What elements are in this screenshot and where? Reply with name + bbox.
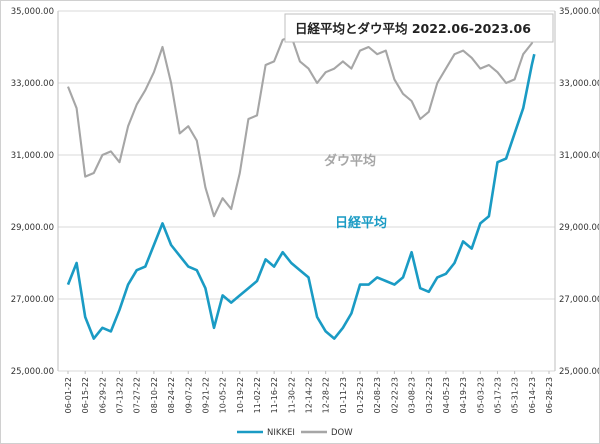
x-tick-label: 11-02-22	[253, 377, 262, 413]
legend-dow-label: DOW	[331, 428, 353, 438]
y-tick-label-left: 31,000.00	[11, 151, 54, 161]
x-tick-label: 06-01-22	[64, 377, 73, 413]
x-tick-label: 12-14-22	[305, 377, 314, 413]
nikkei-annotation: 日経平均	[335, 215, 387, 231]
x-tick-label: 11-16-22	[270, 377, 279, 413]
dow-annotation: ダウ平均	[324, 153, 376, 169]
legend: NIKKEI DOW	[237, 428, 353, 438]
chart-title: 日経平均とダウ平均 2022.06-2023.06	[295, 21, 531, 36]
y-tick-label-left: 33,000.00	[11, 79, 54, 89]
y-axis-left: 25,000.00 27,000.00 29,000.00 31,000.00 33,0…	[11, 7, 59, 377]
y-tick-label-right: 27,000.00	[559, 295, 599, 305]
x-tick-label: 08-10-22	[150, 377, 159, 413]
x-tick-label: 08-24-22	[167, 377, 176, 413]
series-line-nikkei	[66, 53, 536, 340]
x-tick-label: 05-03-23	[476, 377, 485, 413]
x-tick-label: 06-29-22	[98, 377, 107, 413]
y-tick-label-left: 35,000.00	[11, 7, 54, 17]
y-tick-label-right: 25,000.00	[559, 367, 599, 377]
y-axis-right: 25,000.00 27,000.00 29,000.00 31,000.00 33,0…	[554, 7, 599, 377]
y-tick-label-right: 33,000.00	[559, 79, 599, 89]
x-tick-label: 11-30-22	[287, 377, 296, 413]
grid-lines	[58, 10, 555, 372]
x-tick-label: 06-28-23	[545, 377, 554, 413]
y-tick-label-right: 29,000.00	[559, 223, 599, 233]
x-tick-label: 02-22-23	[390, 377, 399, 413]
x-tick-label: 03-22-23	[425, 377, 434, 413]
x-tick-label: 01-25-23	[356, 377, 365, 413]
x-tick-label: 09-21-22	[201, 377, 210, 413]
x-tick-label: 09-07-22	[184, 377, 193, 413]
series-layer	[66, 35, 536, 340]
x-tick-label: 05-31-23	[511, 377, 520, 413]
x-tick-label: 03-08-23	[408, 377, 417, 413]
y-tick-label-left: 29,000.00	[11, 223, 54, 233]
y-tick-label-left: 25,000.00	[11, 367, 54, 377]
x-tick-label: 12-28-22	[322, 377, 331, 413]
chart-title-frame	[284, 13, 554, 43]
y-tick-label-left: 27,000.00	[11, 295, 54, 305]
y-tick-label-right: 31,000.00	[559, 151, 599, 161]
y-tick-label-right: 35,000.00	[559, 7, 599, 17]
x-tick-label: 07-27-22	[133, 377, 142, 413]
legend-nikkei-label: NIKKEI	[267, 428, 295, 438]
x-tick-label: 06-14-23	[528, 377, 537, 413]
x-tick-label: 10-19-22	[236, 377, 245, 413]
series-line-dow	[67, 35, 536, 218]
x-tick-label: 04-05-23	[442, 377, 451, 413]
x-tick-label: 04-19-23	[459, 377, 468, 413]
x-tick-label: 06-15-22	[81, 377, 90, 413]
x-tick-label: 01-11-23	[339, 377, 348, 413]
x-tick-label: 07-13-22	[116, 377, 125, 413]
x-axis: 06-01-22 06-15-22 06-29-22 07-13-22 07-27-22…	[64, 371, 554, 413]
x-tick-label: 10-05-22	[219, 377, 228, 413]
chart-title-box: 日経平均とダウ平均 2022.06-2023.06	[284, 13, 554, 43]
x-tick-label: 02-08-23	[373, 377, 382, 413]
x-tick-label: 05-17-23	[493, 377, 502, 413]
